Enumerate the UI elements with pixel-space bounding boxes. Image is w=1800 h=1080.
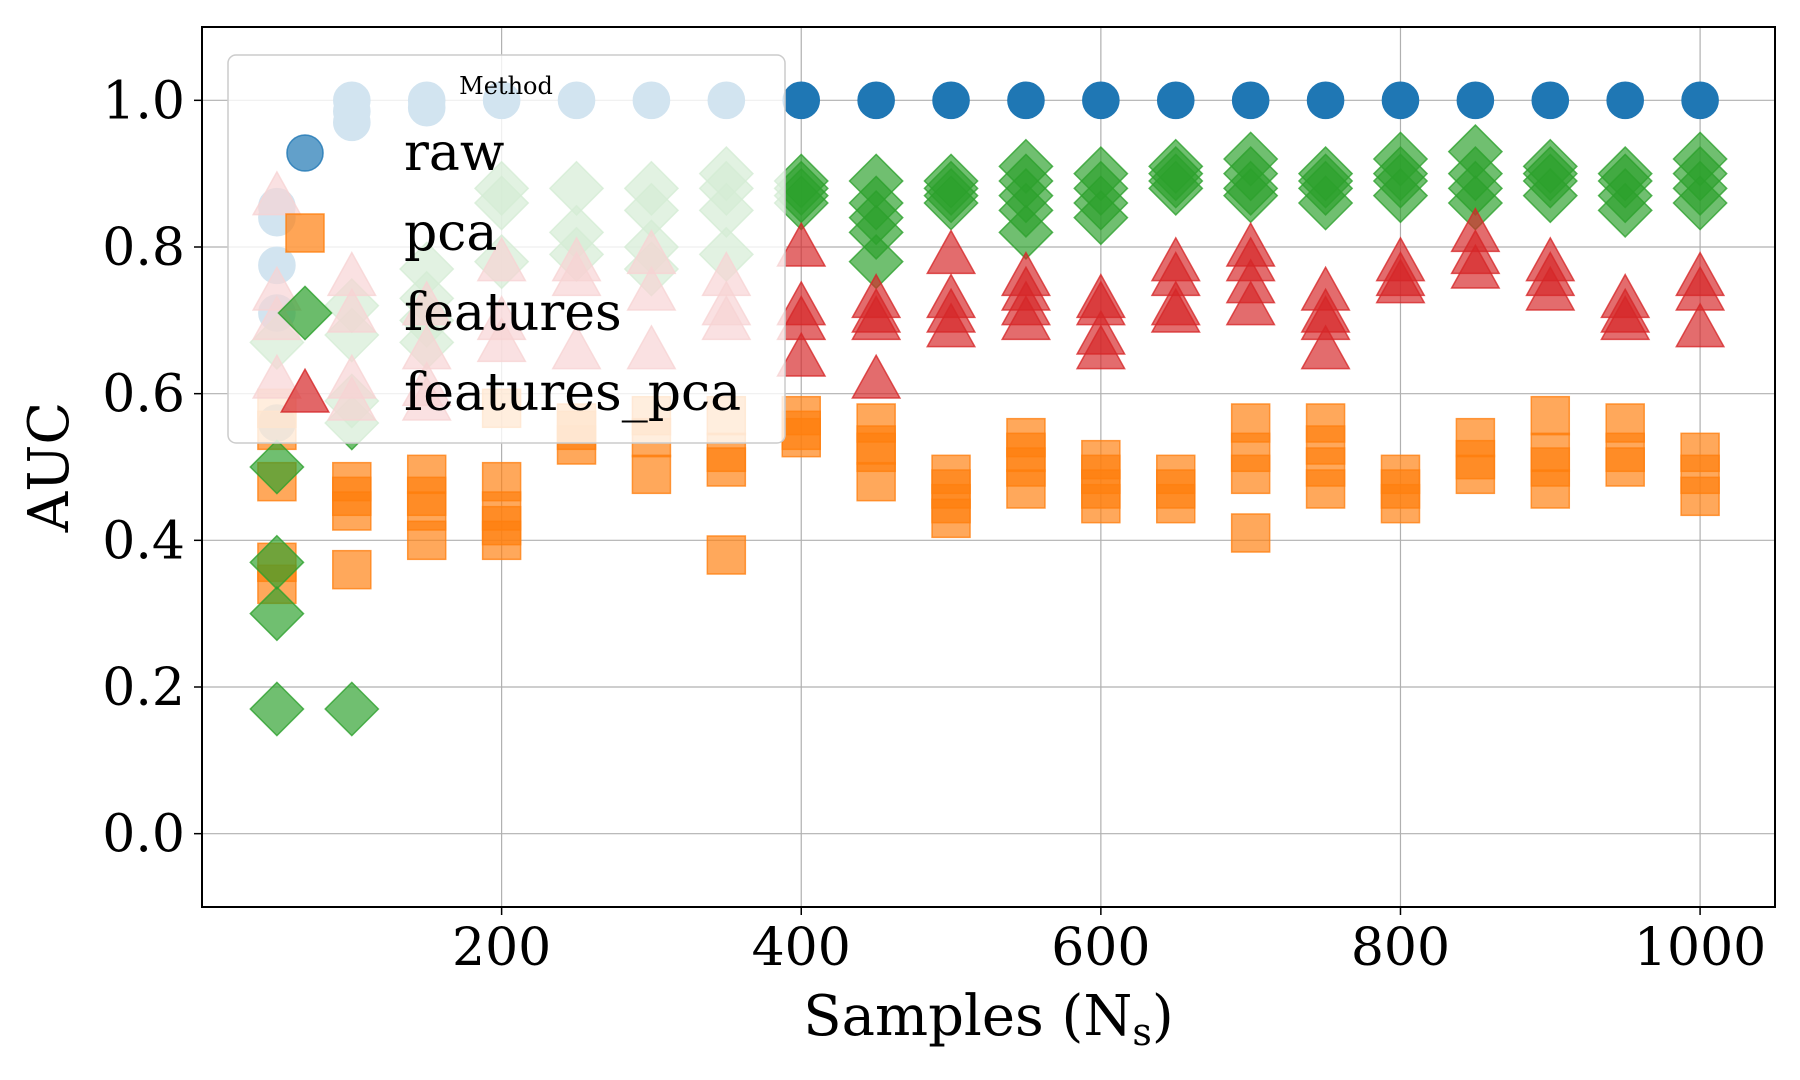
plot-frame — [201, 26, 1776, 908]
y-tick-label: 0.0 — [102, 805, 185, 865]
pca-point — [1006, 469, 1046, 509]
raw-point — [1456, 81, 1495, 120]
features_pca-point — [1300, 324, 1351, 370]
legend-label-raw: raw — [404, 123, 504, 183]
features-point — [1597, 182, 1653, 238]
features-point — [324, 681, 380, 737]
x-tick-label: 1000 — [1634, 918, 1766, 978]
y-tick-label: 0.4 — [102, 511, 185, 571]
legend-box — [227, 54, 786, 444]
pca-point — [332, 549, 372, 590]
pca-point — [1380, 483, 1421, 524]
x-tick-label: 800 — [1351, 918, 1450, 978]
pca-point — [706, 447, 747, 487]
features-point — [249, 681, 305, 737]
features_pca-point — [851, 295, 902, 341]
pca-point — [931, 498, 971, 539]
legend-label-features: features — [404, 283, 622, 343]
raw-point — [932, 81, 970, 120]
raw-point — [857, 81, 895, 120]
legend-marker-pca — [285, 213, 325, 253]
features-point — [1073, 190, 1129, 246]
pca-point — [332, 491, 372, 531]
raw-point — [1156, 81, 1195, 120]
raw-point — [1681, 81, 1719, 120]
pca-point — [1680, 476, 1720, 517]
features-point — [249, 439, 305, 495]
features_pca-point — [776, 331, 827, 377]
features_pca-point — [1450, 243, 1501, 289]
y-axis: 0.0 0.2 0.4 0.6 0.8 1.0 — [102, 71, 202, 865]
features_pca-point — [1675, 302, 1726, 348]
features_pca-point — [1375, 258, 1426, 304]
pca-point — [481, 520, 522, 561]
legend-label-features_pca: features_pca — [404, 363, 741, 423]
legend-marker-features_pca — [279, 367, 331, 413]
pca-point — [1530, 395, 1571, 436]
pca-point — [1156, 483, 1196, 524]
legend: Method raw pca features features_pca — [227, 54, 786, 444]
raw-point — [1306, 81, 1345, 120]
pca-point — [1455, 454, 1496, 495]
features-point — [1148, 160, 1204, 216]
x-tick-label: 600 — [1051, 918, 1150, 978]
pca-point — [1530, 469, 1571, 509]
y-tick-label: 1.0 — [102, 71, 185, 131]
pca-point — [631, 454, 672, 495]
legend-label-pca: pca — [404, 203, 497, 263]
features-point — [1372, 168, 1429, 224]
features_pca-point — [851, 353, 902, 399]
raw-point — [782, 81, 821, 120]
x-axis: 200 400 600 800 1000 — [452, 907, 1766, 978]
x-axis-label: Samples (Ns) — [803, 984, 1174, 1054]
features_pca-point — [1225, 280, 1276, 326]
features_pca-point — [1000, 295, 1051, 341]
legend-marker-raw — [286, 134, 324, 172]
features_pca-point — [776, 221, 827, 267]
pca-point — [1230, 513, 1271, 553]
features-point — [1297, 175, 1354, 231]
pca-point — [1305, 469, 1346, 509]
features-point — [249, 586, 305, 642]
pca-point — [406, 520, 447, 561]
raw-point — [1606, 81, 1644, 120]
pca-point — [706, 535, 747, 575]
raw-point — [1381, 81, 1420, 120]
features-point — [1522, 168, 1578, 224]
pca-point — [1230, 454, 1271, 495]
x-tick-label: 200 — [452, 918, 551, 978]
legend-marker-features — [277, 285, 333, 341]
raw-point — [1231, 81, 1270, 120]
features_pca-point — [1600, 295, 1651, 341]
raw-point — [1007, 81, 1045, 120]
y-tick-label: 0.6 — [102, 365, 185, 425]
features_pca-point — [1525, 265, 1576, 311]
y-tick-label: 0.2 — [102, 658, 185, 718]
y-tick-label: 0.8 — [102, 218, 185, 278]
y-axis-label: AUC — [17, 402, 82, 533]
raw-point — [1531, 81, 1570, 120]
x-tick-label: 400 — [752, 918, 851, 978]
pca-point — [781, 417, 821, 458]
raw-point — [1082, 81, 1120, 120]
pca-point — [1605, 447, 1645, 487]
features_pca-point — [1075, 324, 1126, 370]
legend-title: Method — [459, 72, 553, 100]
features_pca-point — [1150, 287, 1201, 333]
features-point — [1672, 175, 1728, 231]
features_pca-point — [926, 302, 977, 348]
pca-point — [1081, 483, 1121, 524]
pca-point — [856, 461, 896, 502]
